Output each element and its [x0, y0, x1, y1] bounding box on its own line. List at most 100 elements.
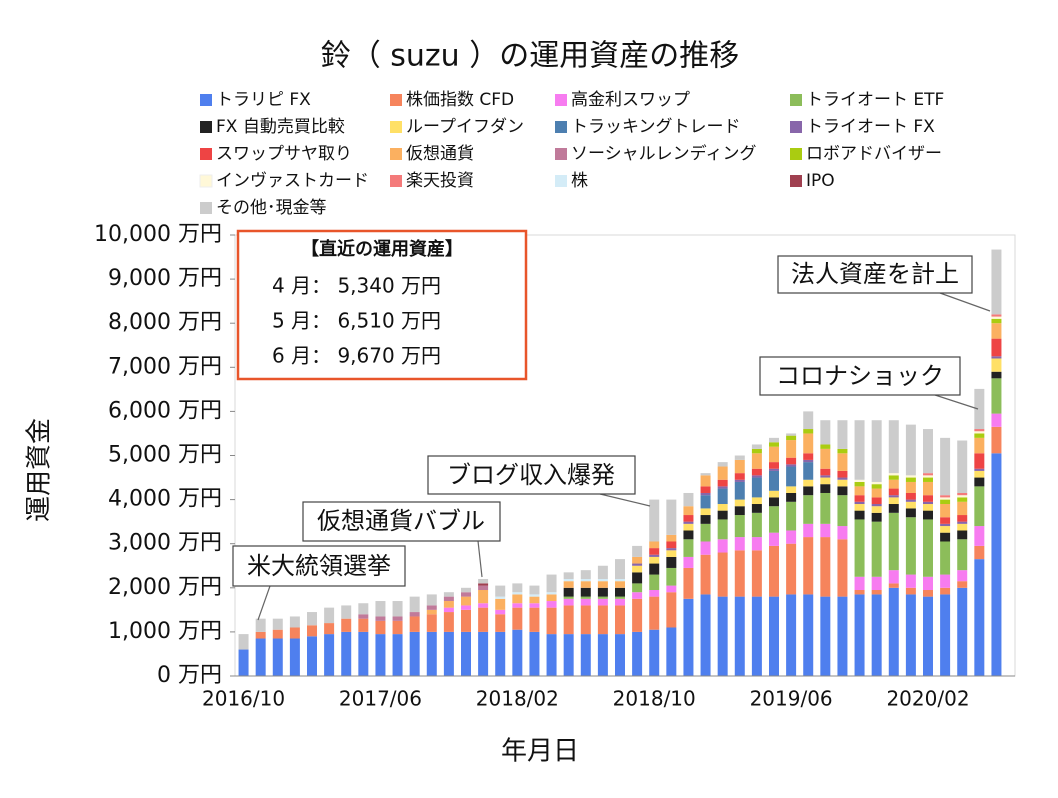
summary-box — [236, 229, 528, 381]
bar-segment — [974, 429, 985, 432]
bar-segment — [786, 440, 797, 458]
bar-segment — [786, 457, 797, 465]
bar-segment — [974, 477, 985, 487]
bar-segment — [529, 594, 540, 597]
bar-segment — [854, 495, 865, 502]
bar-segment — [786, 466, 797, 487]
annotation-box — [302, 501, 501, 542]
bar-segment — [341, 605, 352, 619]
bar-segment — [546, 607, 557, 635]
bar-segment — [717, 539, 728, 553]
bar-segment — [769, 497, 779, 507]
bar-segment — [700, 486, 711, 493]
bar-segment — [751, 512, 762, 538]
bar-segment — [734, 506, 745, 516]
bar-segment — [837, 526, 848, 540]
legend-swatch — [790, 148, 802, 160]
y-tick-label: 7,000 万円 — [108, 354, 222, 379]
legend-label: スワップサヤ取り — [216, 144, 352, 164]
bar-segment — [923, 473, 933, 476]
bar-segment — [683, 521, 694, 524]
bars — [238, 249, 1002, 676]
bar-segment — [751, 477, 762, 498]
bar-segment — [923, 481, 933, 496]
annotation: 米大統領選挙 — [247, 552, 391, 580]
bar-segment — [940, 526, 951, 533]
bar-segment — [957, 440, 968, 493]
bar-segment — [512, 603, 523, 608]
bar-segment — [734, 455, 745, 460]
bar-segment — [837, 448, 848, 454]
bar-segment — [324, 634, 335, 676]
bar-segment — [940, 517, 951, 524]
annotation-box — [232, 545, 406, 587]
legend-label: トラッキングトレード — [571, 117, 741, 137]
bar-segment — [769, 468, 779, 471]
bar-segment — [734, 596, 745, 676]
bar-segment — [888, 497, 899, 505]
x-tick-label: 2019/06 — [750, 687, 833, 711]
bar-segment — [615, 559, 625, 579]
bar-segment — [871, 590, 882, 595]
legend-label: トライオート FX — [806, 117, 935, 137]
bar-segment — [803, 486, 814, 496]
legend-swatch — [555, 175, 567, 187]
bar-segment — [871, 497, 882, 505]
legend-label: 高金利スワップ — [571, 90, 690, 110]
bar-segment — [580, 578, 591, 582]
bar-segment — [888, 512, 899, 571]
bar-segment — [666, 548, 677, 551]
bar-segment — [563, 634, 574, 676]
bar-segment — [957, 521, 968, 524]
bar-segment — [854, 479, 865, 482]
bar-segment — [649, 554, 660, 557]
legend-label: FX 自動売買比較 — [216, 117, 345, 137]
bar-segment — [751, 475, 762, 478]
bar-segment — [632, 583, 643, 593]
bar-segment — [563, 572, 574, 579]
bar-segment — [700, 515, 711, 524]
bar-segment — [409, 631, 420, 676]
bar-segment — [888, 504, 899, 513]
bar-segment — [923, 596, 933, 676]
bar-segment — [700, 508, 711, 516]
bar-segment — [683, 539, 694, 557]
bar-segment — [786, 501, 797, 531]
bar-segment — [717, 486, 728, 489]
bar-segment — [307, 636, 317, 676]
bar-segment — [940, 495, 951, 498]
bar-segment — [307, 625, 317, 637]
bar-segment — [597, 581, 608, 588]
bar-segment — [632, 545, 643, 557]
bar-segment — [888, 475, 899, 480]
bar-segment — [615, 605, 625, 635]
bar-segment — [563, 581, 574, 588]
bar-segment — [717, 519, 728, 540]
legend-label: IPO — [806, 171, 835, 191]
bar-segment — [443, 601, 454, 608]
bar-segment — [871, 506, 882, 513]
bar-segment — [854, 519, 865, 577]
y-tick-label: 9,000 万円 — [108, 266, 222, 291]
bar-segment — [837, 486, 848, 496]
bar-segment — [563, 598, 574, 606]
bar-segment — [854, 504, 865, 511]
bar-segment — [991, 318, 1002, 324]
y-tick-label: 4,000 万円 — [108, 487, 222, 512]
bar-segment — [632, 556, 643, 564]
bar-segment — [632, 565, 643, 573]
bar-segment — [717, 479, 728, 487]
bar-segment — [272, 638, 283, 676]
bar-segment — [358, 603, 369, 615]
bar-segment — [563, 587, 574, 597]
bar-segment — [649, 596, 660, 630]
x-tick-label: 2018/10 — [613, 687, 696, 711]
bar-segment — [940, 574, 951, 588]
bar-segment — [392, 616, 403, 621]
x-axis-title: 年月日 — [501, 737, 579, 767]
bar-segment — [666, 556, 677, 568]
bar-segment — [700, 523, 711, 542]
legend-swatch — [199, 174, 213, 188]
bar-segment — [580, 596, 591, 599]
bar-segment — [974, 545, 985, 560]
